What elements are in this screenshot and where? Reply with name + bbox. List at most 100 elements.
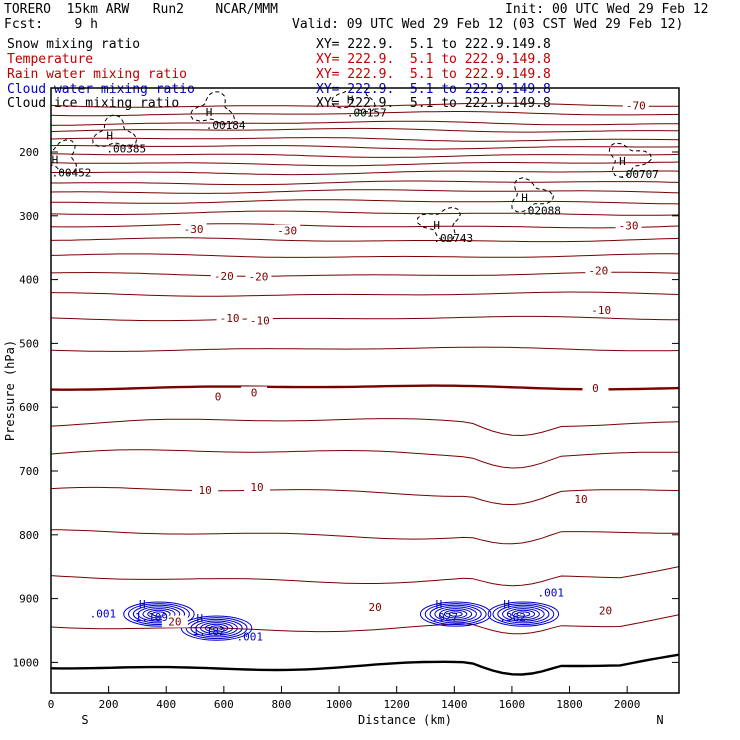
y-tick-label: 300 [19,210,39,223]
ice-maximum-value: .00184 [206,119,246,132]
isotherm-label: 20 [599,605,612,618]
isotherm-label: 0 [592,382,599,395]
cloud-water-maximum-h: H [503,598,510,611]
x-tick-label: 800 [272,698,292,711]
ice-contour [511,177,555,213]
isotherm-line [51,199,679,205]
isotherm-label: -30 [277,224,297,237]
x-tick-label: 1600 [499,698,526,711]
isotherm-label-bg [588,304,615,317]
cloud-water-contour [185,617,248,640]
ice-maximum-h: H [106,130,113,143]
cloud-water-contour [502,606,545,622]
isotherm-label: 0 [215,390,222,403]
isotherm-label: 10 [574,493,587,506]
y-tick-label: 400 [19,274,39,287]
cloud-water-contour [209,625,224,631]
x-tick-label: 0 [48,698,55,711]
cloud-water-contour [506,608,540,621]
isotherm-line [51,566,679,587]
x-tick-label: 200 [99,698,119,711]
x-tick-label: 1200 [383,698,410,711]
isotherm-line [51,137,679,142]
isotherm-line [51,346,679,352]
isotherm-line [51,291,679,297]
isotherm-line [51,111,679,117]
cloud-water-label: .001 [237,631,264,644]
valid-time: Valid: 09 UTC Wed 29 Feb 12 (03 CST Wed … [292,17,684,32]
isotherm-label-bg [241,386,268,399]
isotherm-label-bg [246,314,273,327]
isotherm-label-bg [582,382,609,395]
isotherm-label: -10 [220,312,240,325]
cloud-water-contour [147,609,171,619]
isotherm-label: 10 [198,484,211,497]
cloud-water-contour [200,622,234,635]
ice-maximum-value: .00707 [619,168,659,181]
isotherm-line [51,210,679,216]
legend-label: Cloud water mixing ratio [7,82,195,97]
ice-maximum-h: H [619,155,626,168]
isotherm-line [51,153,679,158]
isotherm-label-bg [615,219,642,232]
y-tick-label: 1000 [13,656,40,669]
y-tick-label: 700 [19,465,39,478]
isotherm-label-bg [210,269,237,282]
isotherm-line [51,223,679,229]
legend-label: Rain water mixing ratio [7,67,188,82]
isotherm-label-bg [216,311,243,324]
isotherm-label: 20 [368,601,381,614]
isotherm-label: 20 [168,616,181,629]
cloud-water-contour [123,601,195,627]
cloud-water-maximum-value: 1.182 [193,625,226,638]
legend-xy: XY= 222.9. 5.1 to 222.9.149.8 [316,37,551,52]
isotherm-label: 10 [250,481,263,494]
x-end-label-north: N [656,713,663,727]
isotherm-label-bg [362,600,389,613]
cloud-water-contour [204,623,229,633]
isotherm-line [51,161,679,167]
forecast-hour: Fcst: 9 h [4,17,98,32]
ice-contour [330,88,376,113]
isotherm-line [51,127,679,133]
isotherm-label: -20 [214,270,234,283]
isotherm-label: -70 [626,99,646,112]
x-tick-label: 1000 [326,698,353,711]
ice-contour [51,139,77,175]
cloud-water-maximum-value: .362 [499,611,526,624]
cloud-water-contour [142,608,176,621]
ice-maximum-h: H [206,106,213,119]
ice-contour [189,91,236,125]
cloud-water-maximum-h: H [436,598,443,611]
isotherm-line [51,170,679,176]
isotherm-label-bg [205,390,232,403]
x-tick-label: 400 [156,698,176,711]
isotherm-line [51,180,679,186]
isotherm-label-bg [161,615,188,628]
cloud-water-contour [128,603,190,626]
isotherm-line [51,418,679,437]
cloud-water-contour [195,620,238,636]
isotherm-line [51,384,679,391]
isotherm-label: 0 [251,387,258,400]
isotherm-line [51,614,679,635]
cloud-water-contour [152,611,166,617]
cloud-water-contour [180,615,253,641]
isotherm-label-bg [592,604,619,617]
isotherm-line [51,145,679,150]
cloud-water-contour [492,603,555,626]
isotherm-line [51,653,679,676]
cloud-water-label: .001 [538,587,565,600]
cloud-water-maximum-value: .927 [432,611,459,624]
isotherm-label-bg [585,264,612,277]
cloud-water-maximum-h: H [197,612,204,625]
ice-maximum-value: .00743 [433,232,473,245]
cloud-water-contour [137,606,181,622]
isotherm-label: -20 [588,265,608,278]
cloud-water-label: .001 [90,608,117,621]
x-tick-label: 1400 [441,698,468,711]
cloud-water-maximum-value: 1.109 [135,611,168,624]
isotherm-label: -30 [184,223,204,236]
isotherm-label-bg [243,480,270,493]
